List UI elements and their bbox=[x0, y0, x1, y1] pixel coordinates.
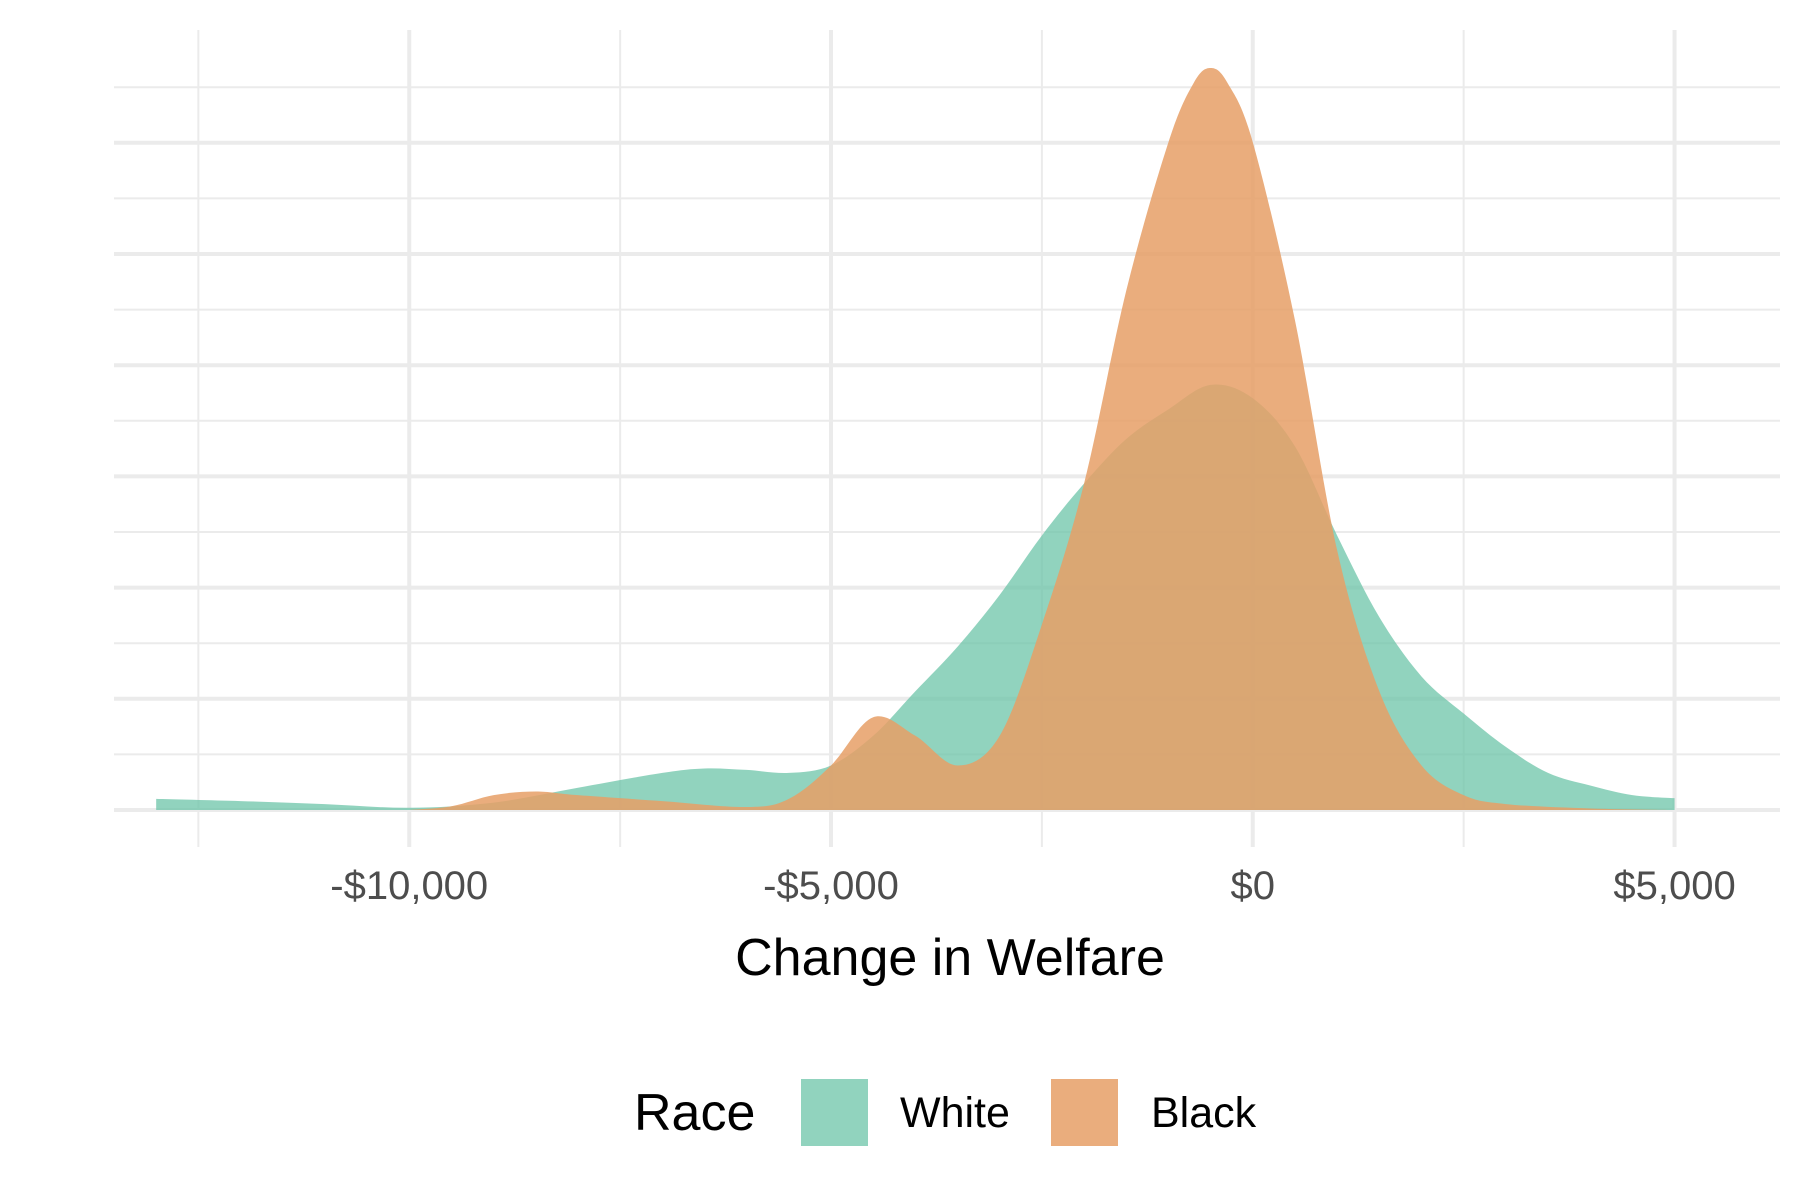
x-tick-label: -$5,000 bbox=[763, 864, 899, 908]
legend-title: Race bbox=[634, 1084, 755, 1142]
legend: Race White Black bbox=[634, 1079, 1257, 1146]
legend-swatch-white bbox=[801, 1079, 868, 1146]
legend-swatch-black bbox=[1051, 1079, 1118, 1146]
x-tick-label: $5,000 bbox=[1613, 864, 1735, 908]
x-tick-label: -$10,000 bbox=[330, 864, 488, 908]
x-axis-ticks: -$10,000 -$5,000 $0 $5,000 bbox=[330, 864, 1735, 908]
x-tick-label: $0 bbox=[1231, 864, 1276, 908]
legend-label-white: White bbox=[900, 1089, 1010, 1137]
legend-label-black: Black bbox=[1151, 1089, 1257, 1137]
density-areas bbox=[156, 68, 1675, 810]
x-axis-title: Change in Welfare bbox=[735, 929, 1165, 987]
density-area-black bbox=[409, 68, 1675, 810]
